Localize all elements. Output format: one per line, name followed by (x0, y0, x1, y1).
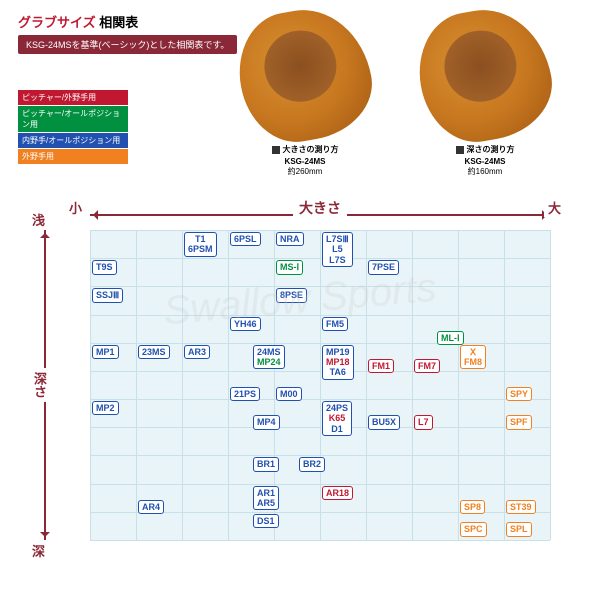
model-cell: AR4 (138, 500, 164, 514)
glove-block: 大きさの測り方 KSG-24MS約260mm (240, 10, 370, 177)
x-axis: 小 大きさ 大 (90, 206, 550, 224)
glove-measure-label: 大きさの測り方 (240, 144, 370, 155)
model-cell: 6PSL (230, 232, 261, 246)
model-cell: 24MSMP24 (253, 345, 285, 370)
model-cell: AR18 (322, 486, 353, 500)
glove-image (410, 0, 561, 150)
y-axis-shallow: 浅 (32, 210, 45, 229)
y-axis-deep: 深 (32, 541, 45, 560)
model-cell: YH46 (230, 317, 261, 331)
glove-model: KSG-24MS (240, 157, 370, 166)
model-cell: FM1 (368, 359, 394, 373)
glove-measure-label: 深さの測り方 (420, 144, 550, 155)
model-cell: 8PSE (276, 288, 307, 302)
model-cell: AR1AR5 (253, 486, 279, 511)
model-cell: DS1 (253, 514, 279, 528)
model-cell: BR1 (253, 457, 279, 471)
model-cell: AR3 (184, 345, 210, 359)
model-cell: L7SⅢL5L7S (322, 232, 353, 267)
y-axis-label: 深さ (30, 368, 49, 402)
legend-item: ピッチャー/オールポジション用 (18, 106, 128, 132)
model-cell: SSJⅢ (92, 288, 123, 302)
model-cell: SP8 (460, 500, 485, 514)
model-cell: SPF (506, 415, 532, 429)
model-cell: BU5X (368, 415, 400, 429)
model-cell: T16PSM (184, 232, 217, 257)
title-rest: 相関表 (96, 15, 139, 30)
glove-block: 深さの測り方 KSG-24MS約160mm (420, 10, 550, 177)
model-cell: BR2 (299, 457, 325, 471)
model-cell: FM7 (414, 359, 440, 373)
model-cell: 23MS (138, 345, 170, 359)
model-cell: ML-Ⅰ (437, 331, 464, 345)
y-axis: 浅 深さ 深 (36, 230, 54, 540)
model-cell: 24PSK65D1 (322, 401, 352, 436)
model-cell: 21PS (230, 387, 260, 401)
model-cell: L7 (414, 415, 433, 429)
glove-model: KSG-24MS (420, 157, 550, 166)
glove-image (230, 0, 381, 150)
model-cell: FM5 (322, 317, 348, 331)
x-axis-large: 大 (544, 198, 565, 217)
x-axis-small: 小 (65, 198, 86, 217)
model-cell: SPL (506, 522, 532, 536)
model-cell: MS-Ⅰ (276, 260, 303, 274)
title-accent: グラブサイズ (18, 15, 96, 30)
model-cell: NRA (276, 232, 304, 246)
model-cell: 7PSE (368, 260, 399, 274)
model-cell: SPY (506, 387, 532, 401)
legend-item: ピッチャー/外野手用 (18, 90, 128, 105)
legend-item: 外野手用 (18, 149, 128, 164)
model-cell: ⅩFM8 (460, 345, 486, 370)
glove-size: 約160mm (420, 166, 550, 177)
size-chart: 小 大きさ 大 浅 深さ 深 T9S T16PSM 6PSL NRA MS-Ⅰ 8PSE L… (30, 200, 570, 565)
model-cell: ST39 (506, 500, 536, 514)
glove-size: 約260mm (240, 166, 370, 177)
model-cell: MP4 (253, 415, 280, 429)
subtitle-badge: KSG-24MSを基準(ベーシック)とした相関表です。 (18, 35, 237, 54)
chart-grid: T9S T16PSM 6PSL NRA MS-Ⅰ 8PSE L7SⅢL5L7S 7PSE SSJ… (90, 230, 550, 540)
model-cell: MP1 (92, 345, 119, 359)
model-cell: SPC (460, 522, 487, 536)
model-cell: T9S (92, 260, 117, 274)
model-cell: M00 (276, 387, 302, 401)
legend-item: 内野手/オールポジション用 (18, 133, 128, 148)
x-axis-label: 大きさ (293, 198, 347, 218)
legend: ピッチャー/外野手用ピッチャー/オールポジション用内野手/オールポジション用外野… (18, 90, 128, 165)
model-cell: MP19MP18TA6 (322, 345, 354, 380)
model-cell: MP2 (92, 401, 119, 415)
